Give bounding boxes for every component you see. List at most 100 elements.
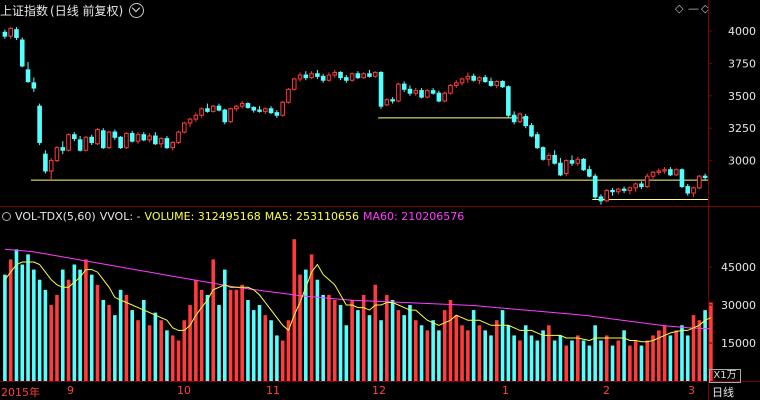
candlestick[interactable] [268,106,274,114]
volume-bar[interactable] [350,299,354,381]
candlestick[interactable] [83,135,89,152]
candlestick[interactable] [459,77,465,86]
volume-bar[interactable] [662,325,667,381]
volume-bar[interactable] [390,299,395,381]
candlestick[interactable] [471,73,476,82]
volume-bar[interactable] [14,249,19,381]
volume-bar[interactable] [570,340,574,381]
candlestick[interactable] [54,146,60,162]
volume-bar[interactable] [199,289,204,381]
candlestick[interactable] [141,132,147,142]
volume-bar[interactable] [616,340,621,381]
volume-bar[interactable] [367,315,372,381]
volume-bar[interactable] [3,274,7,381]
volume-bar[interactable] [541,330,545,381]
volume-bar[interactable] [576,335,580,381]
candlestick[interactable] [344,75,349,83]
volume-bar[interactable] [599,340,603,381]
volume-bar[interactable] [228,289,233,381]
candlestick[interactable] [338,71,343,81]
volume-bar[interactable] [593,325,597,381]
chevron-down-icon[interactable] [129,2,145,18]
candlestick[interactable] [650,170,656,179]
volume-bar[interactable] [408,305,412,381]
volume-bar[interactable] [176,340,181,381]
volume-bar[interactable] [37,279,42,381]
volume-bar[interactable] [211,259,216,381]
candlestick[interactable] [633,182,638,192]
candlestick[interactable] [442,91,447,103]
volume-bar[interactable] [396,310,401,381]
candlestick[interactable] [702,173,708,181]
candlestick[interactable] [100,128,106,149]
candlestick[interactable] [303,71,309,81]
volume-bar[interactable] [425,330,430,381]
volume-bar[interactable] [72,264,77,381]
volume-bar[interactable] [309,254,314,381]
volume-bar[interactable] [188,305,192,381]
volume-bar[interactable] [315,279,320,381]
candlestick[interactable] [511,111,517,125]
volume-bar[interactable] [373,284,378,381]
volume-bar[interactable] [431,320,435,381]
volume-bar[interactable] [628,345,632,381]
candlestick[interactable] [604,189,610,203]
period-tab[interactable]: 日线 [712,386,734,399]
candlestick[interactable] [639,181,644,190]
volume-bar[interactable] [118,289,123,381]
candlestick[interactable] [112,129,118,140]
candlestick[interactable] [488,77,494,87]
volume-bar[interactable] [668,335,673,381]
candlestick[interactable] [205,103,210,113]
volume-bar[interactable] [263,315,268,381]
candlestick[interactable] [124,132,129,149]
candlestick[interactable] [326,72,332,82]
candlestick[interactable] [552,150,557,165]
volume-bar[interactable] [685,335,690,381]
volume-bar[interactable] [275,335,279,381]
candlestick[interactable] [575,156,581,166]
candlestick[interactable] [390,97,395,104]
volume-bar[interactable] [280,340,285,381]
volume-bar[interactable] [321,294,325,381]
candlestick[interactable] [332,69,338,78]
candlestick[interactable] [129,130,135,143]
volume-bar[interactable] [529,335,534,381]
candlestick[interactable] [610,187,615,196]
volume-bar[interactable] [26,254,30,381]
volume-bar[interactable] [194,279,198,381]
candlestick[interactable] [135,132,141,144]
volume-bar[interactable] [269,320,273,381]
volume-bar[interactable] [471,310,476,381]
volume-bar[interactable] [66,279,71,381]
volume-bar[interactable] [385,294,389,381]
volume-bar[interactable] [101,299,106,381]
candlestick[interactable] [2,29,8,39]
candlestick[interactable] [448,84,453,95]
volume-bar[interactable] [55,294,59,381]
candlestick[interactable] [627,186,633,195]
candlestick[interactable] [540,146,546,161]
candlestick[interactable] [500,80,505,89]
volume-bar[interactable] [581,340,586,381]
candlestick[interactable] [234,104,239,112]
candlestick[interactable] [517,112,523,124]
candlestick[interactable] [66,133,71,152]
volume-bar[interactable] [49,305,53,381]
candlestick[interactable] [425,89,430,99]
candlestick[interactable] [257,106,262,113]
volume-bar[interactable] [512,335,516,381]
candlestick[interactable] [465,72,471,83]
volume-bar[interactable] [124,294,129,381]
volume-bar[interactable] [165,330,169,381]
candlestick[interactable] [656,168,662,175]
volume-bar[interactable] [234,289,239,381]
candlestick[interactable] [77,135,83,152]
circle-icon[interactable] [2,212,11,221]
candlestick[interactable] [697,174,702,190]
volume-bar[interactable] [153,312,158,381]
volume-bar[interactable] [419,325,424,381]
candlestick[interactable] [176,130,181,144]
volume-bar[interactable] [205,294,210,381]
